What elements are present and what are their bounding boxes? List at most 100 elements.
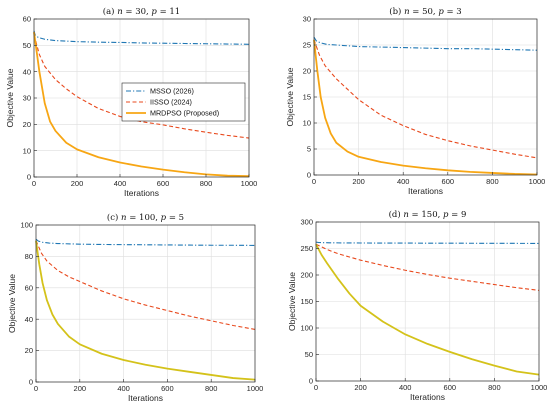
title-part-suffix: = 11 bbox=[157, 7, 180, 17]
x-tick-label: 600 bbox=[161, 384, 174, 393]
y-tick-label: 100 bbox=[20, 221, 33, 230]
y-tick-label: 100 bbox=[300, 324, 313, 333]
series-line-1 bbox=[313, 39, 538, 159]
x-tick-label: 200 bbox=[354, 383, 367, 392]
y-tick-label: 250 bbox=[300, 244, 313, 253]
y-tick-label: 30 bbox=[303, 15, 311, 24]
x-tick-label: 0 bbox=[314, 383, 318, 392]
chart-title: (b) n = 50, p = 3 bbox=[389, 6, 461, 17]
title-part-mid: = 100, bbox=[127, 213, 161, 223]
y-axis-label: Objective Value bbox=[5, 68, 15, 127]
x-tick-label: 800 bbox=[486, 177, 499, 186]
x-tick-label: 1000 bbox=[531, 383, 548, 392]
y-tick-label: 15 bbox=[303, 93, 311, 102]
legend: MSSO (2026) IISSO (2024) MRDPSO (Proposed) bbox=[121, 82, 246, 122]
series-line-2 bbox=[315, 243, 540, 376]
x-tick-label: 600 bbox=[442, 177, 455, 186]
x-tick-label: 200 bbox=[352, 177, 365, 186]
x-tick-label: 1000 bbox=[241, 179, 258, 188]
x-tick-label: 200 bbox=[71, 179, 84, 188]
title-part-mid: = 150, bbox=[409, 210, 443, 220]
series-line-2 bbox=[35, 240, 256, 381]
y-tick-label: 0 bbox=[27, 173, 31, 182]
x-axis-label: Iterations bbox=[408, 186, 443, 196]
x-tick-label: 200 bbox=[74, 384, 87, 393]
y-tick-label: 20 bbox=[303, 67, 311, 76]
title-part-v2: p bbox=[438, 7, 444, 17]
y-tick-label: 25 bbox=[303, 41, 311, 50]
title-part-mid: = 30, bbox=[123, 7, 152, 17]
y-tick-label: 20 bbox=[23, 120, 31, 129]
title-part-v1: n bbox=[404, 7, 409, 17]
y-tick-label: 0 bbox=[307, 171, 311, 180]
x-tick-label: 800 bbox=[200, 179, 213, 188]
y-axis-label: Objective Value bbox=[7, 274, 17, 333]
y-tick-label: 5 bbox=[307, 145, 311, 154]
plot-frame bbox=[35, 224, 256, 383]
x-tick-label: 0 bbox=[32, 179, 36, 188]
title-part-v1: n bbox=[117, 7, 122, 17]
series-line-0 bbox=[33, 30, 250, 45]
title-part-v2: p bbox=[161, 213, 167, 223]
y-tick-label: 40 bbox=[23, 67, 31, 76]
title-part-prefix: (c) bbox=[107, 212, 121, 223]
x-tick-label: 400 bbox=[397, 177, 410, 186]
y-tick-label: 50 bbox=[23, 41, 31, 50]
x-tick-label: 800 bbox=[488, 383, 501, 392]
chart-panel-0: 0 200 400 600 800 1000 0 10 20 30 40 50 60 Iterations… bbox=[5, 6, 257, 198]
x-axis-label: Iterations bbox=[410, 392, 445, 402]
y-tick-label: 10 bbox=[23, 146, 31, 155]
legend-label-2: MRDPSO (Proposed) bbox=[150, 109, 219, 118]
y-axis-label: Objective Value bbox=[285, 67, 295, 126]
y-tick-label: 40 bbox=[25, 315, 33, 324]
series-line-1 bbox=[35, 240, 256, 330]
x-tick-label: 0 bbox=[312, 177, 316, 186]
x-tick-label: 0 bbox=[34, 384, 38, 393]
chart-title: (d) n = 150, p = 9 bbox=[389, 209, 467, 220]
title-part-v2: p bbox=[443, 210, 449, 220]
title-part-mid: = 50, bbox=[410, 7, 439, 17]
title-part-prefix: (b) bbox=[389, 6, 404, 17]
series-line-0 bbox=[315, 241, 540, 244]
x-tick-label: 1000 bbox=[529, 177, 546, 186]
x-tick-label: 800 bbox=[205, 384, 218, 393]
title-part-suffix: = 3 bbox=[444, 7, 462, 17]
x-axis-label: Iterations bbox=[128, 393, 163, 403]
chart-title: (a) n = 30, p = 11 bbox=[103, 6, 180, 17]
x-tick-label: 600 bbox=[444, 383, 457, 392]
series-line-0 bbox=[313, 36, 538, 51]
title-part-suffix: = 9 bbox=[448, 210, 466, 220]
title-part-suffix: = 5 bbox=[166, 213, 184, 223]
series-line-1 bbox=[33, 34, 250, 139]
y-tick-label: 20 bbox=[25, 346, 33, 355]
y-tick-label: 150 bbox=[300, 297, 313, 306]
title-part-v2: p bbox=[151, 7, 157, 17]
legend-label-0: MSSO (2026) bbox=[150, 87, 194, 96]
y-tick-label: 200 bbox=[300, 271, 313, 280]
x-tick-label: 1000 bbox=[247, 384, 264, 393]
x-tick-label: 600 bbox=[157, 179, 170, 188]
title-part-v1: n bbox=[121, 213, 126, 223]
title-part-v1: n bbox=[403, 210, 408, 220]
x-tick-label: 400 bbox=[114, 179, 127, 188]
y-tick-label: 10 bbox=[303, 119, 311, 128]
x-tick-label: 400 bbox=[117, 384, 130, 393]
y-tick-label: 30 bbox=[23, 94, 31, 103]
y-tick-label: 60 bbox=[25, 283, 33, 292]
y-tick-label: 0 bbox=[29, 378, 33, 387]
x-tick-label: 400 bbox=[399, 383, 412, 392]
y-tick-label: 300 bbox=[300, 218, 313, 227]
title-part-prefix: (a) bbox=[103, 6, 117, 17]
legend-label-1: IISSO (2024) bbox=[150, 98, 192, 107]
series-line-2 bbox=[33, 32, 250, 178]
x-axis-label: Iterations bbox=[124, 188, 159, 198]
y-tick-label: 60 bbox=[23, 15, 31, 24]
y-tick-label: 50 bbox=[305, 350, 313, 359]
plot-area bbox=[36, 225, 255, 382]
chart-panel-3: 0 200 400 600 800 1000 0 50 100 150 200 250 300 Itera… bbox=[287, 209, 547, 402]
chart-panel-2: 0 200 400 600 800 1000 0 20 40 60 80 100 Iterations O… bbox=[7, 212, 263, 403]
chart-panel-1: 0 200 400 600 800 1000 0 5 10 15 20 25 30 Iterations O… bbox=[285, 6, 545, 196]
chart-title: (c) n = 100, p = 5 bbox=[107, 212, 184, 223]
series-line-1 bbox=[315, 243, 540, 291]
